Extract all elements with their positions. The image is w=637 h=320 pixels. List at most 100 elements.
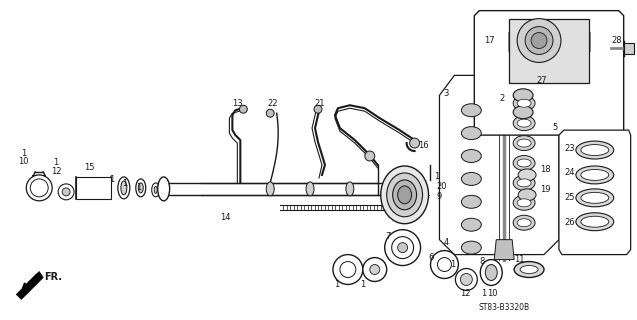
Text: 13: 13 <box>232 99 243 108</box>
Ellipse shape <box>513 96 535 111</box>
Ellipse shape <box>154 186 157 193</box>
Polygon shape <box>440 76 559 255</box>
Circle shape <box>517 19 561 62</box>
Ellipse shape <box>576 166 613 184</box>
Circle shape <box>26 175 52 201</box>
Circle shape <box>369 265 380 275</box>
Text: FR.: FR. <box>44 273 62 283</box>
Ellipse shape <box>513 156 535 171</box>
Circle shape <box>266 109 274 117</box>
Circle shape <box>397 243 408 252</box>
Ellipse shape <box>381 166 429 224</box>
Circle shape <box>531 33 547 49</box>
Text: 20: 20 <box>436 182 447 191</box>
Ellipse shape <box>461 218 482 231</box>
Circle shape <box>525 27 553 54</box>
Ellipse shape <box>513 136 535 150</box>
Ellipse shape <box>518 189 536 201</box>
Ellipse shape <box>138 183 143 193</box>
Ellipse shape <box>513 215 535 230</box>
Ellipse shape <box>520 266 538 274</box>
Circle shape <box>438 258 452 271</box>
Text: 22: 22 <box>267 99 278 108</box>
Text: 9: 9 <box>437 192 442 201</box>
Ellipse shape <box>461 172 482 185</box>
Ellipse shape <box>461 241 482 254</box>
Circle shape <box>340 261 356 277</box>
Ellipse shape <box>513 116 535 131</box>
Text: 1: 1 <box>434 172 439 181</box>
Ellipse shape <box>485 265 497 280</box>
Ellipse shape <box>514 261 544 277</box>
Ellipse shape <box>513 195 535 210</box>
Ellipse shape <box>513 175 535 190</box>
Text: 1: 1 <box>334 280 340 289</box>
Text: 19: 19 <box>540 185 550 194</box>
Text: 1: 1 <box>481 289 486 298</box>
Text: 10: 10 <box>18 157 29 166</box>
Text: 6: 6 <box>429 253 434 262</box>
Ellipse shape <box>517 219 531 227</box>
Ellipse shape <box>517 199 531 207</box>
Ellipse shape <box>581 216 609 227</box>
Circle shape <box>58 184 74 200</box>
Ellipse shape <box>346 182 354 196</box>
Bar <box>509 19 589 83</box>
Text: 23: 23 <box>564 144 575 153</box>
Text: 1: 1 <box>122 180 127 188</box>
Text: 1: 1 <box>20 148 26 157</box>
Text: 21: 21 <box>315 99 326 108</box>
Ellipse shape <box>136 179 146 197</box>
Text: 10: 10 <box>487 289 497 298</box>
Circle shape <box>363 258 387 282</box>
Bar <box>76 177 111 199</box>
Text: 14: 14 <box>220 213 231 222</box>
Text: 2: 2 <box>499 94 505 103</box>
Text: 15: 15 <box>83 164 94 172</box>
Polygon shape <box>17 271 43 300</box>
Ellipse shape <box>266 182 274 196</box>
Ellipse shape <box>392 180 417 210</box>
Text: 26: 26 <box>564 218 575 227</box>
Text: 1: 1 <box>136 183 141 192</box>
Ellipse shape <box>517 139 531 147</box>
Text: 12: 12 <box>460 289 471 298</box>
Ellipse shape <box>121 181 127 195</box>
Circle shape <box>385 230 420 266</box>
Ellipse shape <box>387 173 422 217</box>
Ellipse shape <box>518 169 536 181</box>
Ellipse shape <box>581 192 609 203</box>
Ellipse shape <box>517 99 531 107</box>
Ellipse shape <box>517 119 531 127</box>
Ellipse shape <box>461 104 482 117</box>
Ellipse shape <box>581 145 609 156</box>
Text: 25: 25 <box>564 193 575 202</box>
Circle shape <box>314 105 322 113</box>
Circle shape <box>461 274 472 285</box>
Circle shape <box>333 255 363 284</box>
Ellipse shape <box>513 106 533 119</box>
Text: 7: 7 <box>385 232 390 241</box>
Text: 1: 1 <box>450 260 455 269</box>
Circle shape <box>410 138 420 148</box>
Ellipse shape <box>480 260 502 285</box>
Text: ST83-B3320B: ST83-B3320B <box>478 303 530 312</box>
Ellipse shape <box>517 159 531 167</box>
Circle shape <box>62 188 70 196</box>
Text: 28: 28 <box>612 36 622 45</box>
Ellipse shape <box>118 177 130 199</box>
Text: 4: 4 <box>444 238 449 247</box>
Text: 5: 5 <box>552 123 557 132</box>
Circle shape <box>240 105 247 113</box>
Text: 3: 3 <box>444 89 449 98</box>
Text: 27: 27 <box>537 76 547 85</box>
Ellipse shape <box>576 213 613 231</box>
Polygon shape <box>559 130 631 255</box>
Ellipse shape <box>576 141 613 159</box>
Ellipse shape <box>397 186 412 204</box>
Ellipse shape <box>576 189 613 207</box>
Ellipse shape <box>152 183 160 197</box>
Circle shape <box>431 251 459 278</box>
Ellipse shape <box>158 177 169 201</box>
Circle shape <box>455 268 477 291</box>
